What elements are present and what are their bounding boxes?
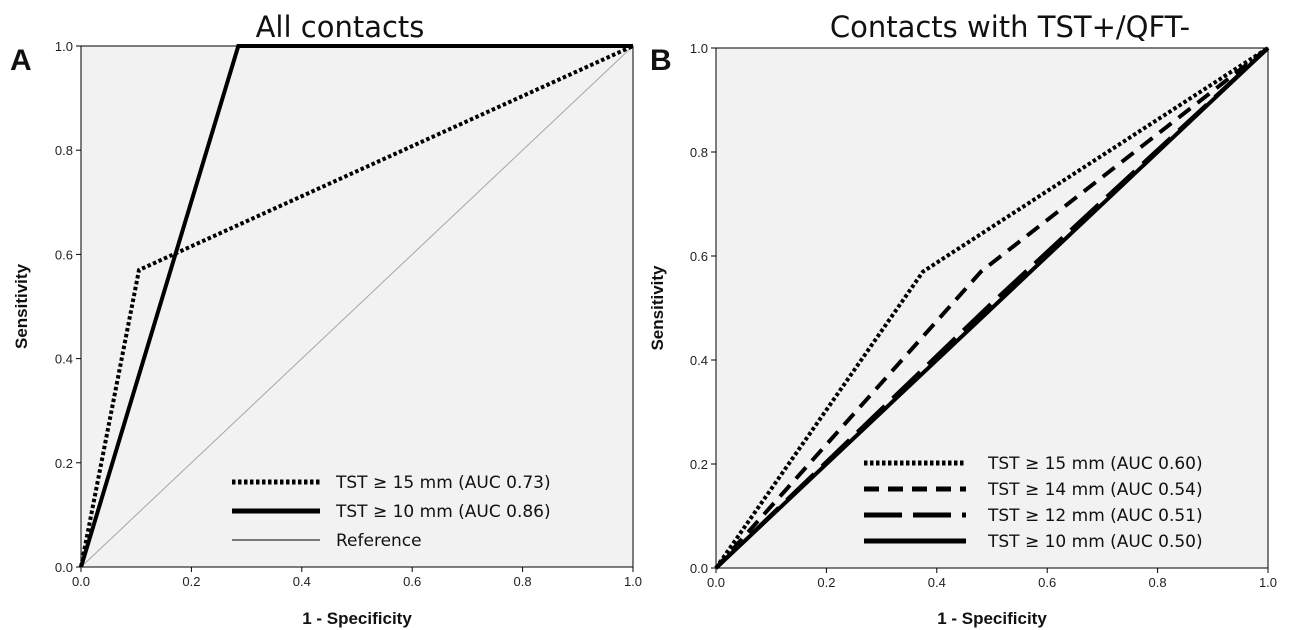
panel-b-y-axis-label: Sensitivity bbox=[648, 265, 667, 351]
panel-b-legend: TST ≥ 15 mm (AUC 0.60) TST ≥ 14 mm (AUC 0… bbox=[864, 454, 1203, 552]
panel-a-x-tick-label: 0.4 bbox=[293, 574, 311, 589]
panel-a: All contacts A 1 - Specificity Sensitivi… bbox=[10, 10, 642, 628]
panel-a-x-tick-label: 0.0 bbox=[72, 574, 90, 589]
panel-b-legend-label: TST ≥ 10 mm (AUC 0.50) bbox=[987, 532, 1203, 552]
panel-b-series-line-solid bbox=[714, 46, 1270, 570]
panel-b-series-line-dotted bbox=[714, 46, 1270, 570]
panel-b-x-tick-label: 0.4 bbox=[928, 575, 946, 590]
panel-a-series-line-dotted bbox=[79, 44, 634, 568]
panel-a-y-axis-label: Sensitivity bbox=[12, 263, 31, 349]
panel-a-series-line-reference bbox=[80, 45, 634, 568]
panel-a-x-axis-label: 1 - Specificity bbox=[302, 609, 412, 628]
panel-a-x-tick-label: 0.6 bbox=[403, 574, 421, 589]
panel-b-y-tick-label: 0.2 bbox=[690, 457, 708, 472]
panel-a-x-tick-label: 1.0 bbox=[624, 574, 642, 589]
panel-a-y-tick-label: 0.4 bbox=[55, 352, 73, 367]
panel-a-legend-label: TST ≥ 10 mm (AUC 0.86) bbox=[335, 502, 551, 522]
panel-a-y-tick-label: 1.0 bbox=[55, 39, 73, 54]
panel-a-y-tick-label: 0.8 bbox=[55, 143, 73, 158]
panel-b-series bbox=[714, 46, 1270, 570]
panel-a-y-tick-label: 0.6 bbox=[55, 247, 73, 262]
panel-b-y-tick-label: 0.6 bbox=[690, 249, 708, 264]
panel-b-y-tick-label: 1.0 bbox=[690, 41, 708, 56]
panel-b-letter: B bbox=[650, 44, 672, 77]
panel-a-legend: TST ≥ 15 mm (AUC 0.73) TST ≥ 10 mm (AUC 0… bbox=[232, 473, 551, 551]
panel-b-legend-label: TST ≥ 15 mm (AUC 0.60) bbox=[987, 454, 1203, 474]
panel-b-x-tick-label: 1.0 bbox=[1259, 575, 1277, 590]
panel-b-y-tick-label: 0.0 bbox=[690, 561, 708, 576]
panel-a-series-line-solid bbox=[79, 44, 633, 568]
panel-a-title: All contacts bbox=[256, 10, 425, 44]
panel-b-x-tick-label: 0.0 bbox=[707, 575, 725, 590]
panel-a-x-tick-label: 0.2 bbox=[182, 574, 200, 589]
panel-b-title: Contacts with TST+/QFT- bbox=[830, 10, 1190, 44]
panel-a-x-tick-label: 0.8 bbox=[514, 574, 532, 589]
panel-b-x-tick-label: 0.8 bbox=[1149, 575, 1167, 590]
panel-a-series bbox=[79, 44, 634, 568]
panel-a-ticks: 0.0 0.2 0.4 0.6 0.8 1.0 0.0 0.2 0.4 0.6 0.8 1.0 bbox=[55, 39, 642, 589]
panel-b-legend-label: TST ≥ 14 mm (AUC 0.54) bbox=[987, 480, 1203, 500]
panel-a-y-tick-label: 0.0 bbox=[55, 560, 73, 575]
panel-b-x-axis-label: 1 - Specificity bbox=[937, 609, 1047, 628]
panel-b-series-line-dashed bbox=[714, 46, 1270, 570]
panel-a-legend-label: TST ≥ 15 mm (AUC 0.73) bbox=[335, 473, 551, 493]
panel-b-ticks: 0.0 0.2 0.4 0.6 0.8 1.0 0.0 0.2 0.4 0.6 0.8 1.0 bbox=[690, 41, 1277, 590]
panel-b-legend-label: TST ≥ 12 mm (AUC 0.51) bbox=[987, 506, 1203, 526]
panel-b: Contacts with TST+/QFT- B 1 - Specificit… bbox=[648, 10, 1277, 628]
panel-b-x-tick-label: 0.2 bbox=[817, 575, 835, 590]
panel-b-y-tick-label: 0.8 bbox=[690, 145, 708, 160]
panel-a-legend-label: Reference bbox=[336, 531, 422, 551]
panel-a-letter: A bbox=[10, 44, 32, 77]
panel-a-y-tick-label: 0.2 bbox=[55, 456, 73, 471]
panel-b-x-tick-label: 0.6 bbox=[1038, 575, 1056, 590]
panel-b-y-tick-label: 0.4 bbox=[690, 353, 708, 368]
